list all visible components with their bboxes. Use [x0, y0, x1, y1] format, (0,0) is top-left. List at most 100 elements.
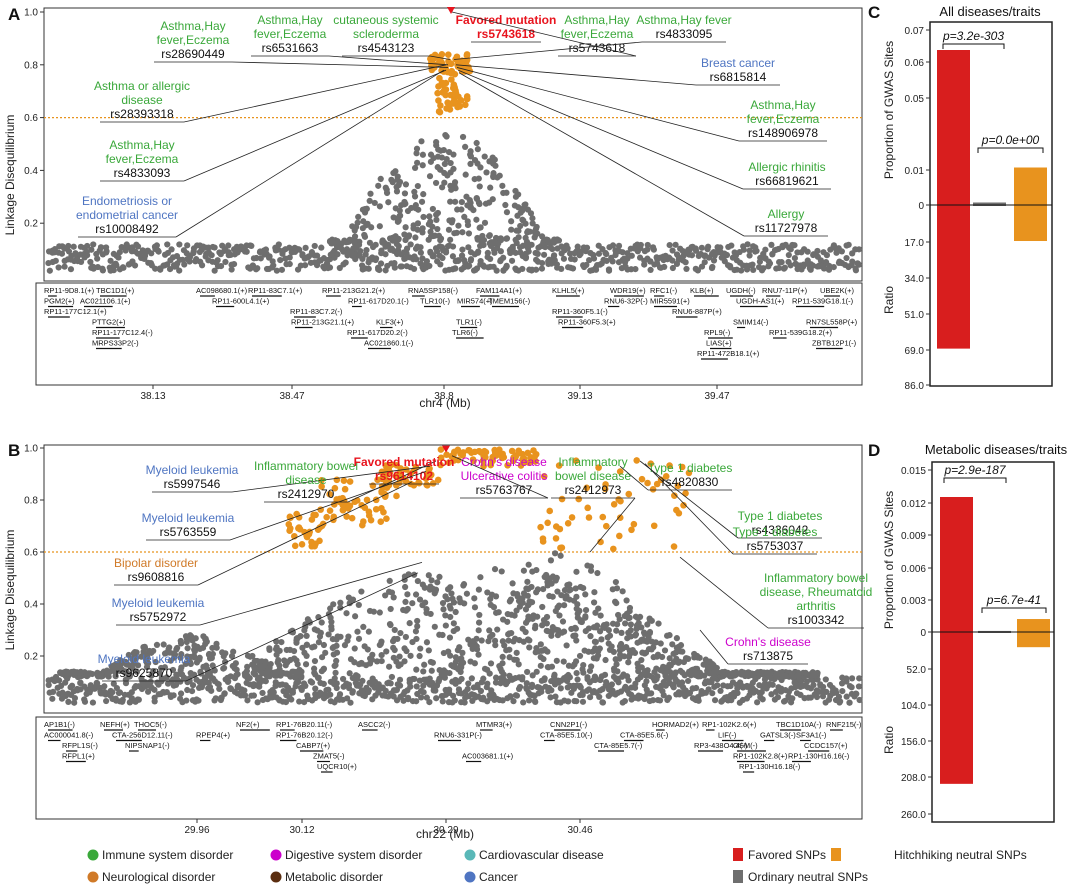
- ordinary-snp-point: [693, 684, 700, 692]
- ordinary-snp-point: [567, 586, 574, 593]
- hitchhiking-snp-point: [318, 483, 325, 490]
- hitchhiking-snp-point: [530, 447, 537, 454]
- gene-label: CTA-85E5.7(-): [594, 741, 643, 750]
- annotation-leader: [175, 69, 445, 238]
- ordinary-snp-point: [196, 645, 203, 653]
- ordinary-snp-point: [508, 257, 516, 264]
- ordinary-snp-point: [367, 190, 374, 197]
- ordinary-snp-point: [428, 667, 435, 674]
- ordinary-snp-point: [519, 595, 526, 602]
- ordinary-snp-point: [404, 591, 411, 598]
- gene-label: RP11-83C7.1(+): [248, 286, 303, 295]
- ordinary-snp-point: [762, 246, 769, 253]
- ordinary-snp-point: [612, 598, 619, 605]
- ordinary-snp-point: [435, 677, 442, 685]
- ordinary-snp-point: [394, 235, 402, 242]
- ordinary-snp-point: [409, 600, 416, 607]
- ordinary-snp-point: [538, 265, 546, 272]
- ordinary-snp-point: [723, 251, 731, 259]
- ordinary-snp-point: [431, 590, 438, 597]
- annotation-leader: [183, 64, 447, 123]
- ordinary-snp-point: [423, 605, 430, 613]
- ordinary-snp-point: [487, 184, 494, 191]
- ordinary-snp-point: [490, 173, 497, 181]
- hitchhiking-snp-point: [383, 468, 391, 475]
- ordinary-snp-point: [532, 266, 540, 273]
- ordinary-snp-point: [540, 251, 548, 258]
- ordinary-snp-point: [455, 257, 462, 264]
- ordinary-snp-point: [151, 686, 158, 693]
- ordinary-snp-point: [462, 171, 469, 178]
- ordinary-snp-point: [277, 256, 284, 264]
- hitchhiking-snp-point: [343, 513, 350, 520]
- ordinary-snp-point: [269, 264, 276, 271]
- ordinary-snp-point: [523, 585, 530, 592]
- hitchhiking-snp-point: [479, 457, 487, 465]
- ordinary-snp-point: [397, 661, 404, 668]
- annotation-trait: Asthma,Hay: [564, 13, 629, 27]
- ordinary-snp-point: [148, 250, 155, 257]
- ordinary-snp-point: [298, 668, 305, 675]
- ordinary-snp-point: [550, 252, 558, 259]
- ytick-label: 0.2: [24, 652, 38, 663]
- ordinary-snp-point: [823, 688, 830, 695]
- ordinary-snp-point: [386, 663, 393, 670]
- hitchhiking-snp-point: [583, 484, 591, 492]
- ytick-label: 0: [920, 628, 926, 639]
- ordinary-snp-point: [436, 166, 444, 173]
- ordinary-snp-point: [376, 641, 383, 649]
- hitchhiking-snp-point: [316, 537, 323, 545]
- ordinary-snp-point: [273, 267, 280, 274]
- ordinary-snp-point: [227, 673, 234, 680]
- ordinary-snp-point: [147, 678, 154, 685]
- ordinary-snp-point: [760, 265, 767, 272]
- ordinary-snp-point: [502, 264, 509, 272]
- hitchhiking-snp-point: [393, 492, 400, 500]
- ordinary-snp-point: [412, 164, 419, 172]
- ordinary-snp-point: [458, 206, 465, 213]
- ordinary-snp-point: [430, 253, 437, 260]
- ordinary-snp-point: [143, 663, 151, 671]
- ordinary-snp-point: [225, 242, 232, 249]
- ordinary-snp-point: [730, 670, 737, 677]
- ordinary-snp-point: [787, 262, 794, 269]
- ordinary-snp-point: [434, 579, 441, 586]
- ordinary-snp-point: [738, 267, 745, 274]
- p-value-label: p=0.0e+00: [981, 133, 1040, 147]
- ordinary-snp-point: [382, 251, 389, 258]
- hitchhiking-snp-point: [437, 102, 444, 109]
- ordinary-snp-point: [447, 584, 454, 591]
- ordinary-snp-point: [426, 262, 433, 270]
- ordinary-snp-point: [608, 681, 615, 688]
- ordinary-snp-point: [487, 595, 494, 603]
- ordinary-snp-point: [510, 590, 517, 597]
- ytick-label: 0: [918, 201, 924, 212]
- ordinary-snp-point: [486, 670, 493, 677]
- ordinary-snp-point: [539, 622, 546, 629]
- ordinary-snp-point: [396, 682, 404, 689]
- ordinary-snp-point: [452, 198, 459, 205]
- ordinary-snp-point: [573, 698, 580, 705]
- ordinary-snp-point: [705, 686, 712, 693]
- annotation-snp: rs66819621: [755, 174, 819, 188]
- hitchhiking-snp-point: [524, 449, 532, 457]
- ordinary-snp-point: [259, 669, 266, 677]
- ordinary-snp-point: [433, 142, 440, 149]
- ordinary-snp-point: [573, 568, 580, 575]
- ordinary-snp-point: [349, 223, 356, 230]
- ordinary-snp-point: [191, 642, 198, 649]
- ordinary-snp-point: [529, 215, 536, 222]
- ordinary-snp-point: [492, 593, 500, 600]
- ordinary-snp-point: [65, 242, 72, 250]
- ordinary-snp-point: [427, 151, 435, 158]
- gene-label: RP11-177C12.1(+): [44, 307, 107, 316]
- hitchhiking-snp-point: [363, 496, 371, 504]
- ordinary-snp-point: [362, 251, 369, 258]
- ordinary-snp-point: [414, 182, 421, 190]
- ordinary-snp-point: [476, 224, 483, 231]
- ordinary-snp-point: [457, 656, 465, 663]
- ordinary-snp-point: [426, 173, 434, 180]
- ordinary-snp-point: [377, 260, 385, 267]
- ordinary-snp-point: [587, 633, 594, 640]
- gene-label: GATSL3(-): [760, 731, 796, 740]
